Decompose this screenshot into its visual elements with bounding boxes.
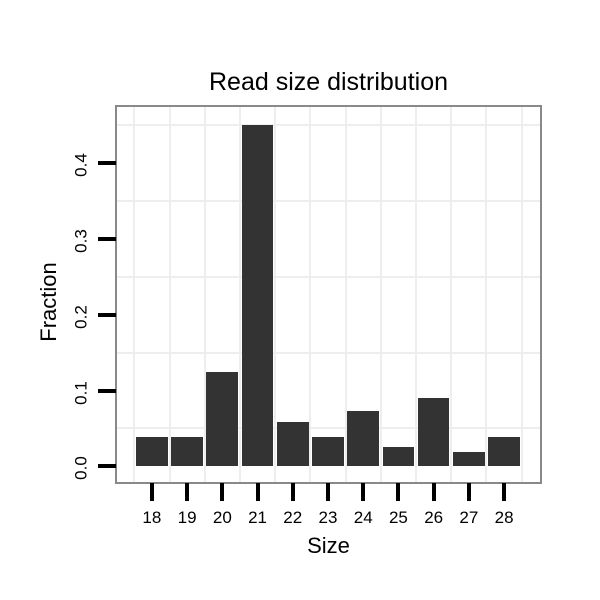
- y-tick-0.0: [98, 464, 116, 469]
- y-tick-label-0.0: 0.0: [71, 456, 91, 481]
- y-tick-label-0.3: 0.3: [71, 229, 91, 253]
- y-tick-0.2: [98, 312, 116, 317]
- bar-26: [417, 398, 450, 467]
- x-tick-label-25: 25: [388, 508, 408, 527]
- gridline-vertical: [379, 107, 382, 482]
- gridline-vertical: [309, 107, 312, 482]
- bar-22: [276, 421, 309, 467]
- x-tick-27: [466, 483, 471, 501]
- y-tick-label-0.4: 0.4: [71, 153, 91, 178]
- gridline-vertical: [415, 107, 418, 482]
- x-tick-19: [185, 483, 190, 501]
- bar-24: [347, 411, 380, 467]
- bar-25: [382, 446, 415, 467]
- bar-21: [241, 125, 274, 467]
- y-tick-label-0.2: 0.2: [71, 304, 91, 329]
- x-tick-28: [502, 483, 507, 501]
- x-tick-20: [220, 483, 225, 501]
- gridline-vertical: [274, 107, 277, 482]
- gridline-vertical: [238, 107, 241, 482]
- x-tick-label-20: 20: [212, 508, 232, 527]
- y-tick-0.3: [98, 237, 116, 242]
- y-tick-0.4: [98, 161, 116, 166]
- x-tick-label-27: 27: [459, 508, 479, 527]
- bar-18: [136, 436, 168, 467]
- bar-27: [453, 451, 485, 467]
- gridline-vertical: [485, 107, 488, 482]
- x-tick-21: [255, 483, 260, 501]
- gridline-horizontal: [117, 124, 540, 127]
- gridline-vertical: [133, 107, 136, 482]
- x-tick-26: [431, 483, 436, 501]
- x-tick-18: [149, 483, 154, 501]
- bar-28: [488, 436, 520, 467]
- x-tick-label-24: 24: [353, 508, 373, 527]
- x-tick-23: [326, 483, 330, 501]
- gridline-horizontal: [117, 275, 540, 278]
- x-tick-label-18: 18: [142, 508, 162, 527]
- y-axis-title: Fraction: [36, 262, 61, 342]
- gridline-vertical: [520, 107, 523, 482]
- y-tick-label-0.1: 0.1: [71, 380, 91, 405]
- gridline-vertical: [168, 107, 171, 482]
- x-tick-label-22: 22: [283, 508, 303, 527]
- gridline-vertical: [203, 107, 206, 482]
- bar-19: [171, 436, 203, 467]
- x-tick-label-23: 23: [318, 508, 338, 527]
- y-tick-0.1: [98, 388, 116, 393]
- x-tick-label-21: 21: [248, 508, 268, 527]
- gridline-vertical: [344, 107, 347, 482]
- x-tick-label-26: 26: [424, 508, 444, 527]
- bar-20: [206, 371, 239, 467]
- gridline-horizontal: [117, 200, 540, 203]
- chart-title: Read size distribution: [208, 68, 448, 96]
- gridline-horizontal: [117, 351, 540, 354]
- x-tick-24: [361, 483, 366, 501]
- x-tick-label-19: 19: [177, 508, 197, 527]
- bar-23: [312, 436, 344, 467]
- x-tick-25: [396, 483, 401, 501]
- gridline-horizontal: [117, 427, 540, 430]
- x-axis-title: Size: [307, 533, 350, 558]
- x-tick-22: [290, 483, 295, 501]
- x-tick-label-28: 28: [494, 508, 514, 527]
- gridline-vertical: [450, 107, 453, 482]
